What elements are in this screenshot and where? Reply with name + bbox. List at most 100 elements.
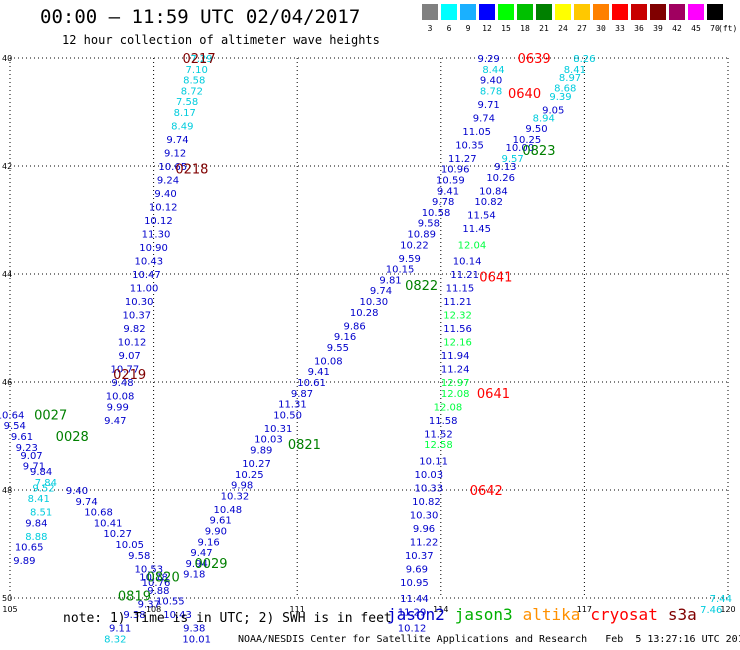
wave-height-label: 9.78 <box>432 197 454 208</box>
wave-height-label: 9.18 <box>183 570 205 581</box>
wave-height-label: 10.61 <box>297 378 326 389</box>
wave-height-label: 9.87 <box>291 389 313 400</box>
wave-height-label: 10.65 <box>15 543 44 554</box>
wave-height-label: 9.47 <box>104 416 126 427</box>
wave-height-label: 11.44 <box>400 594 429 605</box>
wave-height-label: 9.40 <box>154 189 176 200</box>
pass-time-label: 0820 <box>147 570 180 585</box>
wave-height-label: 8.26 <box>573 54 595 65</box>
wave-height-label: 10.59 <box>436 176 465 187</box>
wave-height-label: 10.96 <box>441 165 470 176</box>
wave-height-label: 9.71 <box>23 462 45 473</box>
scale-swatch <box>669 4 685 20</box>
track-labels: 7.297.108.588.727.588.17 8.49 9.74 9.12 10.6… <box>0 54 732 646</box>
wave-height-label: 10.78 <box>139 572 168 583</box>
scale-label: 30 <box>596 24 606 33</box>
pass-time-label: 0640 <box>508 87 541 102</box>
legend-cryosat: cryosat <box>590 605 658 624</box>
wave-height-label: 8.17 <box>174 108 196 119</box>
scale-label: 33 <box>615 24 625 33</box>
wave-height-label: 10.65 <box>158 162 187 173</box>
pass-time-label: 0641 <box>479 271 512 286</box>
wave-height-label: 11.56 <box>443 324 472 335</box>
wave-height-label: 9.16 <box>198 537 220 548</box>
wave-height-label: 11.27 <box>448 154 477 165</box>
scale-swatch <box>460 4 476 20</box>
wave-height-label: 10.31 <box>264 424 293 435</box>
wave-height-label: 9.07 <box>20 451 42 462</box>
wave-height-label: 10.25 <box>235 470 264 481</box>
wave-height-label: 9.74 <box>166 135 188 146</box>
scale-label: 27 <box>577 24 587 33</box>
wave-height-label: 7.84 <box>35 478 57 489</box>
x-tick-label: 117 <box>577 605 592 614</box>
wave-height-label: 8.97 <box>559 73 581 84</box>
x-tick-label: 114 <box>433 605 448 614</box>
pass-time-label: 0217 <box>183 52 216 67</box>
scale-swatch <box>631 4 647 20</box>
page-subtitle: 12 hour collection of altimeter wave hei… <box>62 33 380 47</box>
pass-time-label: 0821 <box>288 438 321 453</box>
wave-height-label: 10.12 <box>144 216 173 227</box>
wave-height-label: 10.89 <box>407 230 436 241</box>
wave-height-label: 9.99 <box>107 402 129 413</box>
wave-height-label: 11.00 <box>130 284 159 295</box>
scale-swatch <box>555 4 571 20</box>
wave-height-label: 8.94 <box>533 113 555 124</box>
map-grid <box>9 57 729 599</box>
scale-label: 18 <box>520 24 530 33</box>
wave-height-label: 11.24 <box>441 365 470 376</box>
wave-height-label: 8.32 <box>104 635 126 646</box>
wave-height-label: 9.61 <box>209 516 231 527</box>
wave-height-label: 9.41 <box>308 367 330 378</box>
wave-height-label: 9.74 <box>75 497 97 508</box>
page-title: 00:00 – 11:59 UTC 02/04/2017 <box>40 6 361 28</box>
wave-height-label: 11.29 <box>398 608 427 619</box>
x-tick-label: 108 <box>146 605 161 614</box>
wave-height-label: 11.58 <box>429 416 458 427</box>
wave-height-label: 11.54 <box>467 211 496 222</box>
wave-height-label: 8.44 <box>482 65 504 76</box>
axis-ticks: 105 108 111 114 117 120 40 42 44 46 48 50 <box>2 54 736 614</box>
scale-label: 39 <box>653 24 663 33</box>
wave-height-label: 9.90 <box>205 527 227 538</box>
wave-height-label: 9.69 <box>406 564 428 575</box>
wave-height-label: 12.32 <box>443 311 472 322</box>
y-tick-label: 44 <box>2 270 12 279</box>
scale-label: 6 <box>446 24 452 33</box>
wave-height-label: 9.86 <box>344 321 366 332</box>
units-note: note: 1) Time is in UTC; 2) SWH is in fe… <box>63 611 392 626</box>
wave-height-label: 10.30 <box>359 297 388 308</box>
scale-label: 45 <box>691 24 701 33</box>
scale-label: 42 <box>672 24 682 33</box>
pass-time-label: 0219 <box>113 368 146 383</box>
scale-label: 9 <box>465 24 471 33</box>
scale-swatch <box>517 4 533 20</box>
wave-height-label: 9.23 <box>16 443 38 454</box>
scale-swatch <box>688 4 704 20</box>
wave-height-label: 10.12 <box>149 203 178 214</box>
wave-height-label: 10.82 <box>412 497 441 508</box>
wave-height-label: 11.22 <box>410 537 439 548</box>
wave-height-label: 8.41 <box>564 65 586 76</box>
y-tick-label: 46 <box>2 378 12 387</box>
wave-height-label: 9.71 <box>478 100 500 111</box>
wave-height-label: 10.08 <box>314 356 343 367</box>
wave-height-label: 12.58 <box>424 440 453 451</box>
wave-height-label: 10.55 <box>156 597 185 608</box>
wave-height-label: 9.07 <box>119 351 141 362</box>
wave-height-label: 9.98 <box>231 481 253 492</box>
wave-height-label: 11.30 <box>142 230 171 241</box>
wave-height-label: 10.43 <box>134 257 163 268</box>
wave-height-label: 10.15 <box>386 265 415 276</box>
wave-height-label: 11.21 <box>443 297 472 308</box>
y-tick-label: 42 <box>2 162 12 171</box>
scale-label: 70 <box>710 24 720 33</box>
scale-swatch <box>479 4 495 20</box>
scale-label: 12 <box>482 24 492 33</box>
wave-height-label: 9.38 <box>183 624 205 635</box>
wave-height-label: 9.37 <box>138 599 160 610</box>
wave-height-label: 10.50 <box>273 410 302 421</box>
wave-height-label: 8.51 <box>30 508 52 519</box>
pass-time-label: 0028 <box>56 430 89 445</box>
